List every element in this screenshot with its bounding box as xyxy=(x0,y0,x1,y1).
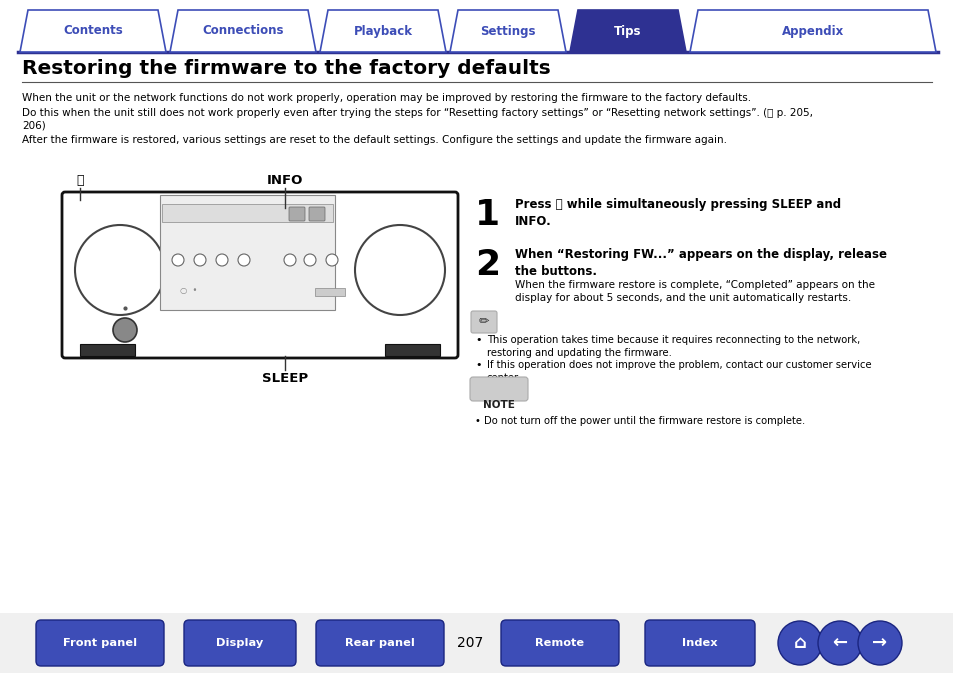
FancyBboxPatch shape xyxy=(309,207,325,221)
Text: Playback: Playback xyxy=(354,24,412,38)
FancyBboxPatch shape xyxy=(80,344,135,356)
Text: ⏻: ⏻ xyxy=(76,174,84,186)
Text: Index: Index xyxy=(681,638,717,648)
Text: Connections: Connections xyxy=(202,24,283,38)
Polygon shape xyxy=(319,10,446,52)
Text: Press ⏻ while simultaneously pressing SLEEP and
INFO.: Press ⏻ while simultaneously pressing SL… xyxy=(515,198,841,228)
FancyBboxPatch shape xyxy=(184,620,295,666)
Text: Restoring the firmware to the factory defaults: Restoring the firmware to the factory de… xyxy=(22,59,550,77)
Text: ←: ← xyxy=(832,634,846,652)
Text: NOTE: NOTE xyxy=(482,400,515,410)
Text: Tips: Tips xyxy=(614,24,641,38)
Polygon shape xyxy=(170,10,315,52)
Circle shape xyxy=(857,621,901,665)
Text: Contents: Contents xyxy=(63,24,123,38)
Circle shape xyxy=(112,318,137,342)
FancyBboxPatch shape xyxy=(644,620,754,666)
Text: After the firmware is restored, various settings are reset to the default settin: After the firmware is restored, various … xyxy=(22,135,726,145)
Text: Remote: Remote xyxy=(535,638,584,648)
Text: When the firmware restore is complete, “Completed” appears on the
display for ab: When the firmware restore is complete, “… xyxy=(515,280,874,304)
Circle shape xyxy=(326,254,337,266)
Circle shape xyxy=(778,621,821,665)
Circle shape xyxy=(172,254,184,266)
FancyBboxPatch shape xyxy=(315,620,443,666)
Text: Settings: Settings xyxy=(479,24,536,38)
Text: •: • xyxy=(475,335,481,345)
Text: When the unit or the network functions do not work properly, operation may be im: When the unit or the network functions d… xyxy=(22,93,750,103)
Text: SLEEP: SLEEP xyxy=(262,371,308,384)
Text: ✏: ✏ xyxy=(478,316,489,328)
Circle shape xyxy=(817,621,862,665)
FancyBboxPatch shape xyxy=(314,288,345,296)
FancyBboxPatch shape xyxy=(36,620,164,666)
Polygon shape xyxy=(689,10,935,52)
Text: INFO: INFO xyxy=(267,174,303,186)
Text: 206): 206) xyxy=(22,120,46,130)
Circle shape xyxy=(304,254,315,266)
Text: ⌂: ⌂ xyxy=(793,634,805,652)
FancyBboxPatch shape xyxy=(470,377,527,401)
Circle shape xyxy=(355,225,444,315)
Polygon shape xyxy=(569,10,685,52)
Polygon shape xyxy=(450,10,565,52)
Circle shape xyxy=(75,225,165,315)
Circle shape xyxy=(237,254,250,266)
Polygon shape xyxy=(20,10,166,52)
Text: This operation takes time because it requires reconnecting to the network,
resto: This operation takes time because it req… xyxy=(486,335,860,358)
Text: 2: 2 xyxy=(475,248,499,282)
Text: 207: 207 xyxy=(456,636,482,650)
Text: Appendix: Appendix xyxy=(781,24,843,38)
Text: →: → xyxy=(872,634,886,652)
Text: • Do not turn off the power until the firmware restore is complete.: • Do not turn off the power until the fi… xyxy=(475,416,804,426)
Circle shape xyxy=(284,254,295,266)
Text: If this operation does not improve the problem, contact our customer service
cen: If this operation does not improve the p… xyxy=(486,360,871,383)
Text: •: • xyxy=(475,360,481,370)
FancyBboxPatch shape xyxy=(500,620,618,666)
FancyBboxPatch shape xyxy=(289,207,305,221)
FancyBboxPatch shape xyxy=(471,311,497,333)
Text: Display: Display xyxy=(216,638,263,648)
Text: Rear panel: Rear panel xyxy=(345,638,415,648)
FancyBboxPatch shape xyxy=(385,344,439,356)
FancyBboxPatch shape xyxy=(160,195,335,310)
FancyBboxPatch shape xyxy=(162,204,333,222)
FancyBboxPatch shape xyxy=(0,613,953,673)
FancyBboxPatch shape xyxy=(62,192,457,358)
Text: ○  •: ○ • xyxy=(180,285,197,295)
Text: Do this when the unit still does not work properly even after trying the steps f: Do this when the unit still does not wor… xyxy=(22,108,812,118)
Text: Front panel: Front panel xyxy=(63,638,137,648)
Circle shape xyxy=(193,254,206,266)
Circle shape xyxy=(215,254,228,266)
Text: When “Restoring FW...” appears on the display, release
the buttons.: When “Restoring FW...” appears on the di… xyxy=(515,248,886,278)
Text: 1: 1 xyxy=(475,198,499,232)
